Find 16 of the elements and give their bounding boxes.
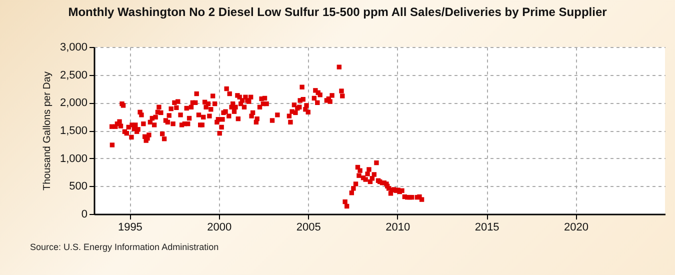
x-tick-label: 2020 [564, 222, 589, 234]
x-tick-label: 1995 [118, 222, 142, 234]
y-axis-title: Thousand Gallons per Day [42, 72, 53, 190]
x-tick-label: 2010 [386, 222, 410, 234]
y-tick-label: 2,000 [60, 97, 88, 110]
y-tick-label: 3,000 [60, 42, 88, 54]
chart-title: Monthly Washington No 2 Diesel Low Sulfur 15-500 ppm All Sales/Deliveries by Prime Supplier [68, 5, 608, 19]
y-tick-label: 500 [69, 180, 88, 193]
y-tick-label: 1,000 [60, 152, 88, 165]
x-tick-label: 2015 [474, 222, 500, 234]
x-tick-label: 2005 [296, 222, 321, 234]
y-tick-label: 0 [81, 208, 88, 220]
y-tick-label: 2,500 [60, 69, 88, 82]
source-note: Source: U.S. Energy Information Administration [30, 242, 219, 252]
y-tick-label: 1,500 [60, 125, 88, 137]
x-tick-label: 2000 [207, 222, 232, 234]
